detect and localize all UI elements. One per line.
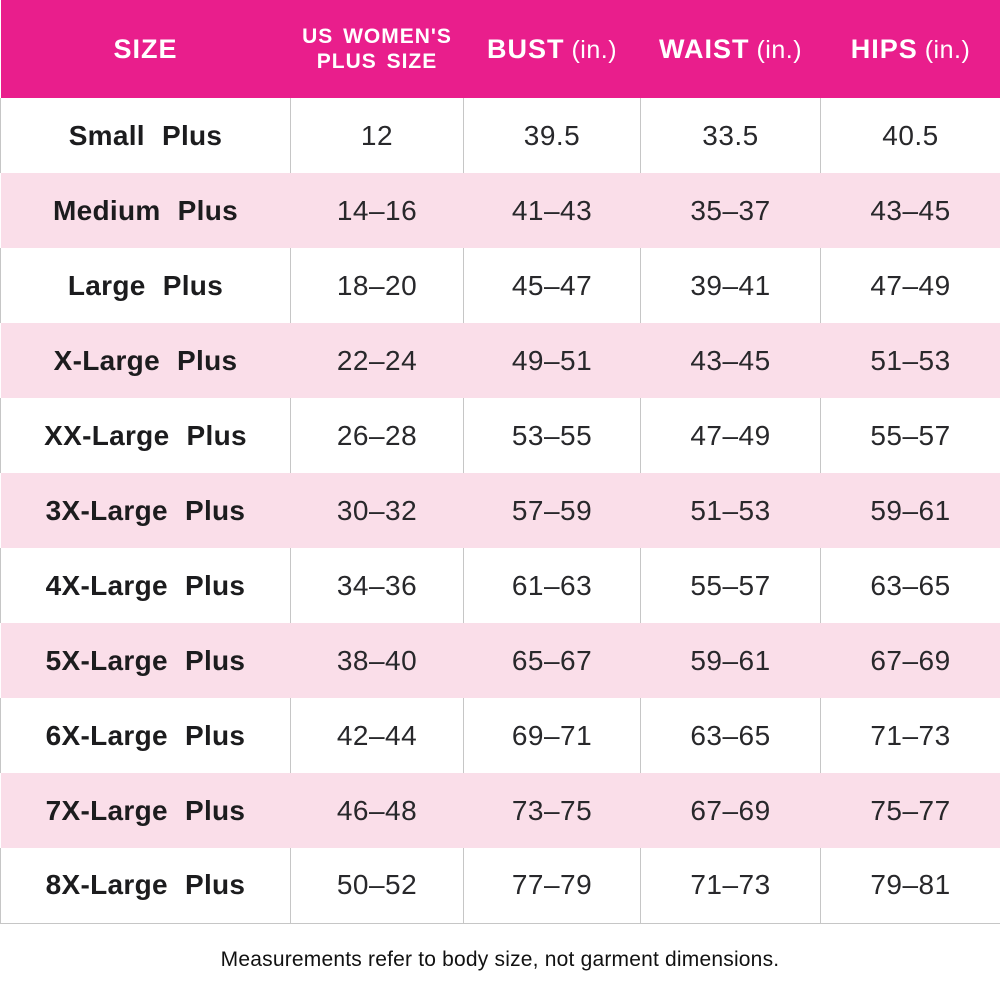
bust-cell: 45–47 — [463, 248, 641, 323]
size-cell: X-Large Plus — [0, 323, 291, 398]
table-row: XX-Large Plus 26–28 53–55 47–49 55–57 — [0, 398, 1000, 473]
us_plus-cell: 30–32 — [290, 473, 464, 548]
table-row: 3X-Large Plus 30–32 57–59 51–53 59–61 — [0, 473, 1000, 548]
header-size-label: SIZE — [113, 33, 178, 64]
waist-cell: 59–61 — [640, 623, 821, 698]
waist-cell: 43–45 — [640, 323, 821, 398]
hips-cell: 55–57 — [820, 398, 1000, 473]
waist-cell: 51–53 — [640, 473, 821, 548]
waist-cell: 67–69 — [640, 773, 821, 848]
header-waist-label: WAIST — [658, 33, 750, 64]
hips-cell: 75–77 — [820, 773, 1000, 848]
size-cell: Medium Plus — [0, 173, 291, 248]
us_plus-cell: 34–36 — [290, 548, 464, 623]
table-header: SIZE US WOMEN'S PLUS SIZE BUST (in.) WAIST… — [0, 0, 1000, 98]
header-hips-unit: (in.) — [924, 35, 971, 64]
waist-cell: 33.5 — [640, 98, 821, 173]
us_plus-cell: 38–40 — [290, 623, 464, 698]
header-waist: WAIST (in.) — [640, 0, 821, 98]
bust-cell: 77–79 — [463, 848, 641, 924]
size-cell: 7X-Large Plus — [0, 773, 291, 848]
size-cell: 3X-Large Plus — [0, 473, 291, 548]
hips-cell: 71–73 — [820, 698, 1000, 773]
us_plus-cell: 26–28 — [290, 398, 464, 473]
bust-cell: 69–71 — [463, 698, 641, 773]
header-row: SIZE US WOMEN'S PLUS SIZE BUST (in.) WAIST… — [0, 0, 1000, 98]
header-us-plus-size-line2: PLUS SIZE — [316, 50, 438, 73]
table-row: 7X-Large Plus 46–48 73–75 67–69 75–77 — [0, 773, 1000, 848]
bust-cell: 49–51 — [463, 323, 641, 398]
size-cell: 4X-Large Plus — [0, 548, 291, 623]
header-us-plus-size-line1: US WOMEN'S — [302, 24, 452, 48]
hips-cell: 51–53 — [820, 323, 1000, 398]
table-row: Small Plus 12 39.5 33.5 40.5 — [0, 98, 1000, 173]
waist-cell: 55–57 — [640, 548, 821, 623]
header-bust-label: BUST — [486, 33, 565, 64]
bust-cell: 53–55 — [463, 398, 641, 473]
bust-cell: 65–67 — [463, 623, 641, 698]
us_plus-cell: 46–48 — [290, 773, 464, 848]
size-cell: Large Plus — [0, 248, 291, 323]
header-hips-label: HIPS — [850, 33, 918, 64]
header-size: SIZE — [0, 0, 291, 98]
table-row: Medium Plus 14–16 41–43 35–37 43–45 — [0, 173, 1000, 248]
size-cell: XX-Large Plus — [0, 398, 291, 473]
footnote: Measurements refer to body size, not gar… — [220, 947, 780, 971]
size-chart-table: SIZE US WOMEN'S PLUS SIZE BUST (in.) WAIST… — [0, 0, 1000, 924]
us_plus-cell: 18–20 — [290, 248, 464, 323]
header-waist-unit: (in.) — [756, 35, 803, 64]
us_plus-cell: 50–52 — [290, 848, 464, 924]
us_plus-cell: 12 — [290, 98, 464, 173]
bust-cell: 57–59 — [463, 473, 641, 548]
table-row: 4X-Large Plus 34–36 61–63 55–57 63–65 — [0, 548, 1000, 623]
hips-cell: 40.5 — [820, 98, 1000, 173]
header-bust-unit: (in.) — [571, 35, 618, 64]
us_plus-cell: 22–24 — [290, 323, 464, 398]
table-body: Small Plus 12 39.5 33.5 40.5 Medium Plus 14–16… — [0, 98, 1000, 924]
hips-cell: 47–49 — [820, 248, 1000, 323]
hips-cell: 59–61 — [820, 473, 1000, 548]
bust-cell: 61–63 — [463, 548, 641, 623]
header-bust: BUST (in.) — [463, 0, 641, 98]
header-us-plus-size: US WOMEN'S PLUS SIZE — [290, 0, 464, 98]
header-hips: HIPS (in.) — [820, 0, 1000, 98]
us_plus-cell: 42–44 — [290, 698, 464, 773]
table-row: 8X-Large Plus 50–52 77–79 71–73 79–81 — [0, 848, 1000, 924]
bust-cell: 41–43 — [463, 173, 641, 248]
table-row: 5X-Large Plus 38–40 65–67 59–61 67–69 — [0, 623, 1000, 698]
waist-cell: 39–41 — [640, 248, 821, 323]
hips-cell: 79–81 — [820, 848, 1000, 924]
bust-cell: 73–75 — [463, 773, 641, 848]
size-cell: Small Plus — [0, 98, 291, 173]
hips-cell: 67–69 — [820, 623, 1000, 698]
size-cell: 8X-Large Plus — [0, 848, 291, 924]
table-row: X-Large Plus 22–24 49–51 43–45 51–53 — [0, 323, 1000, 398]
table-row: 6X-Large Plus 42–44 69–71 63–65 71–73 — [0, 698, 1000, 773]
hips-cell: 43–45 — [820, 173, 1000, 248]
us_plus-cell: 14–16 — [290, 173, 464, 248]
waist-cell: 35–37 — [640, 173, 821, 248]
hips-cell: 63–65 — [820, 548, 1000, 623]
bust-cell: 39.5 — [463, 98, 641, 173]
waist-cell: 63–65 — [640, 698, 821, 773]
size-cell: 6X-Large Plus — [0, 698, 291, 773]
waist-cell: 71–73 — [640, 848, 821, 924]
table-row: Large Plus 18–20 45–47 39–41 47–49 — [0, 248, 1000, 323]
waist-cell: 47–49 — [640, 398, 821, 473]
size-cell: 5X-Large Plus — [0, 623, 291, 698]
